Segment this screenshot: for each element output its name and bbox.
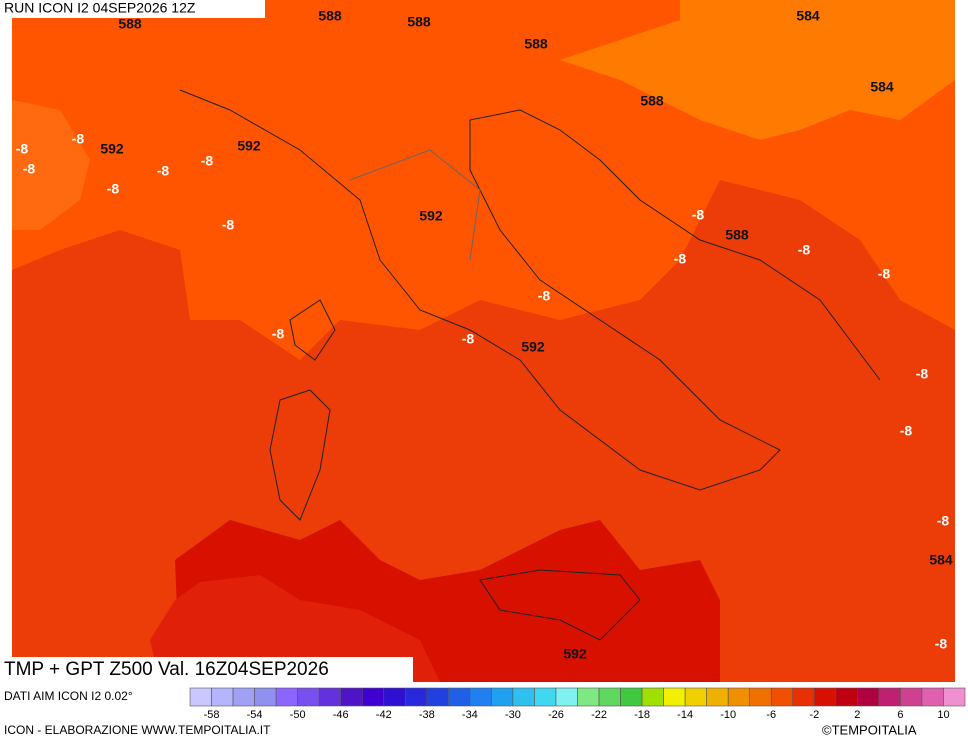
product-box [0, 657, 413, 683]
colorbar: -58 -54 -50 -46 -42 -38 -34 -30 -26 -22 -18 -14 -10-… [189, 687, 966, 721]
height-label: 588 [640, 93, 664, 109]
colorbar-label: 6 [897, 709, 903, 721]
colorbar-cell [297, 687, 320, 707]
colorbar-cell [749, 687, 772, 707]
colorbar-cell [491, 687, 514, 707]
colorbar-cell [641, 687, 664, 707]
colorbar-cell [534, 687, 557, 707]
temperature-label: -8 [272, 326, 285, 342]
temperature-label: -8 [107, 181, 120, 197]
temperature-label: -8 [916, 366, 929, 382]
colorbar-cell [663, 687, 686, 707]
colorbar-cell [577, 687, 600, 707]
temperature-label: -8 [538, 288, 551, 304]
colorbar-cell [598, 687, 621, 707]
height-label: 588 [318, 8, 342, 24]
temperature-label: -8 [201, 153, 214, 169]
temperature-label: -8 [900, 423, 913, 439]
colorbar-cell [857, 687, 880, 707]
height-label: 592 [100, 141, 124, 157]
temperature-label: -8 [462, 331, 475, 347]
colorbar-cell [254, 687, 277, 707]
colorbar-cell [340, 687, 363, 707]
colorbar-label: -38 [419, 709, 435, 721]
colorbar-label: -46 [333, 709, 349, 721]
height-label: 592 [521, 339, 545, 355]
colorbar-label: -14 [677, 709, 693, 721]
colorbar-cell [770, 687, 794, 707]
run-box [0, 0, 265, 18]
temperature-label: -8 [23, 161, 36, 177]
product-label: TMP + GPT Z500 Val. 16Z04SEP2026 [4, 659, 329, 680]
colorbar-cell [361, 687, 385, 707]
colorbar-label: -2 [809, 709, 819, 721]
colorbar-cell [900, 687, 923, 707]
colorbar-label: -54 [247, 709, 263, 721]
colorbar-cell [512, 687, 535, 707]
temperature-label: -8 [72, 131, 85, 147]
temperature-label: -8 [16, 141, 29, 157]
height-label: 592 [563, 646, 587, 662]
colorbar-cell [684, 687, 707, 707]
colorbar-cell [211, 687, 234, 707]
height-label: 592 [237, 138, 261, 154]
colorbar-label: -42 [376, 709, 392, 721]
colorbar-label: -6 [766, 709, 776, 721]
colorbar-cell [727, 687, 751, 707]
height-label: 584 [870, 79, 894, 95]
temperature-label: -8 [674, 251, 687, 267]
colorbar-cell [404, 687, 428, 707]
colorbar-cell [835, 687, 858, 707]
temperature-label: -8 [157, 163, 170, 179]
colorbar-label: -22 [591, 709, 607, 721]
colorbar-cell [555, 687, 578, 707]
temperature-label: -8 [878, 266, 891, 282]
colorbar-cell [921, 687, 944, 707]
colorbar-label: -58 [204, 709, 220, 721]
colorbar-label: -26 [548, 709, 564, 721]
colorbar-cell [318, 687, 341, 707]
coastlines [179, 89, 881, 641]
colorbar-label: -34 [462, 709, 478, 721]
temperature-label: -8 [692, 207, 705, 223]
temperature-label: -8 [937, 513, 950, 529]
height-label: 588 [725, 227, 749, 243]
colorbar-cell [448, 687, 471, 707]
colorbar-cell [189, 687, 212, 707]
height-label: 588 [407, 14, 431, 30]
credit-label: ICON - ELABORAZIONE WWW.TEMPOITALIA.IT [4, 723, 271, 737]
height-label: 588 [118, 16, 142, 32]
colorbar-cell [426, 687, 449, 707]
colorbar-cell [232, 687, 255, 707]
colorbar-cell [620, 687, 643, 707]
colorbar-cell [275, 687, 298, 707]
run-label: RUN ICON I2 04SEP2026 12Z [4, 0, 196, 16]
temperature-label: -8 [222, 217, 235, 233]
height-label: 584 [796, 8, 820, 24]
colorbar-label: -50 [290, 709, 306, 721]
height-label: 588 [524, 36, 548, 52]
colorbar-cell [792, 687, 815, 707]
copyright-label: ©TEMPOITALIA [822, 722, 917, 737]
colorbar-label: 2 [854, 709, 860, 721]
colorbar-cell [706, 687, 729, 707]
colorbar-cell [943, 687, 966, 707]
colorbar-label: -30 [505, 709, 521, 721]
colorbar-cell [878, 687, 901, 707]
colorbar-cell [814, 687, 837, 707]
contour-labels: 588 588 588 588 584 584 588 592 592 592 588 592 584 5… [16, 8, 953, 662]
source-label: DATI AIM ICON I2 0.02° [4, 689, 133, 703]
map-fields [12, 0, 955, 682]
colorbar-label: 10 [937, 709, 949, 721]
colorbar-label: -18 [634, 709, 650, 721]
temperature-label: -8 [935, 636, 948, 652]
colorbar-cell [469, 687, 492, 707]
colorbar-label: -10 [720, 709, 736, 721]
temperature-label: -8 [798, 242, 811, 258]
height-label: 584 [929, 552, 953, 568]
height-label: 592 [419, 208, 443, 224]
colorbar-cell [383, 687, 406, 707]
